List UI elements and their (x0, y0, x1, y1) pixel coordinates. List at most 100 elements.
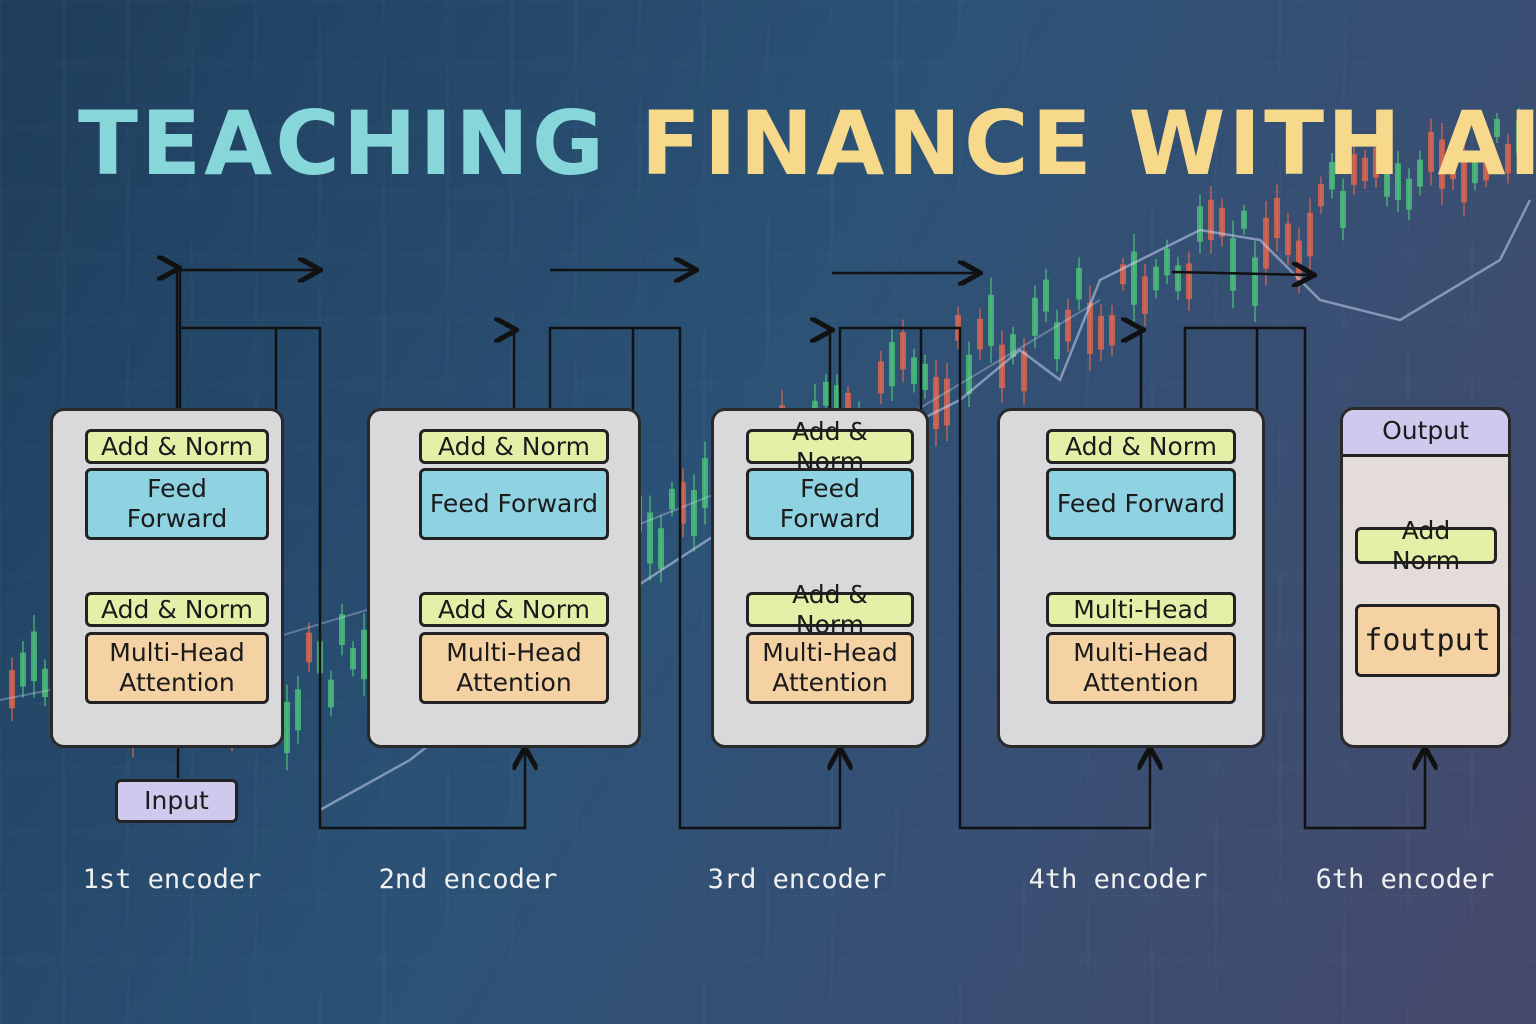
connector (548, 326, 840, 830)
title: TEACHING FINANCE WITH AI (78, 92, 1536, 195)
candle (1505, 144, 1511, 174)
candle (834, 385, 840, 418)
candle (1362, 157, 1368, 182)
candle (691, 489, 697, 537)
candle (1131, 251, 1137, 305)
candle (1340, 190, 1346, 228)
connector (178, 270, 318, 408)
candle (1230, 238, 1236, 291)
candle (1516, 119, 1522, 154)
encoder-label: 4th encoder (1028, 864, 1208, 895)
block: Add & Norm (746, 417, 914, 476)
candle (1252, 257, 1258, 306)
connector (180, 326, 525, 830)
block: Multi-Head Attention (1046, 632, 1236, 704)
candle (1318, 184, 1324, 207)
candle (933, 376, 939, 430)
block: Multi-Head Attention (746, 632, 914, 704)
encoder-label: 2nd encoder (378, 864, 558, 895)
candle (1329, 162, 1335, 190)
candle (1164, 248, 1170, 276)
output-box: Output Add Norm foutput (1340, 407, 1511, 748)
candle (295, 689, 301, 731)
block: Add & Norm (85, 429, 269, 464)
candle (1395, 163, 1401, 200)
candle (911, 357, 917, 384)
candle (1373, 147, 1379, 178)
title-part: TEACHING (78, 92, 608, 195)
candle (977, 318, 983, 350)
candle (361, 629, 367, 680)
candle (889, 342, 895, 387)
candle (1428, 131, 1434, 173)
block: foutput (1355, 604, 1500, 677)
input-box: Input (115, 779, 238, 823)
candle (1021, 351, 1027, 392)
candle (680, 482, 686, 524)
candle (669, 488, 675, 510)
block: Add & Norm (1046, 429, 1236, 464)
candle (1010, 334, 1016, 358)
candle (1417, 159, 1423, 187)
connector (1171, 272, 1312, 275)
block: Multi-Head Attention (419, 632, 609, 704)
candle (339, 614, 345, 646)
candle (42, 668, 48, 697)
candle (922, 363, 928, 391)
block: Feed Forward (746, 468, 914, 540)
candle (1142, 276, 1148, 314)
candle (1241, 210, 1247, 229)
block: Add & Norm (746, 580, 914, 639)
connector (838, 326, 1150, 830)
block: Feed Forward (85, 468, 269, 540)
candle (1351, 154, 1357, 185)
block: Multi-Head (1046, 592, 1236, 627)
connector (1183, 326, 1425, 830)
title-part: FINANCE WITH AI (640, 92, 1536, 195)
block: Feed Forward (1046, 468, 1236, 540)
candle (1285, 223, 1291, 255)
candle (878, 361, 884, 394)
candle (702, 458, 708, 508)
candle (9, 670, 15, 709)
candle (1043, 279, 1049, 312)
encoder-label: 1st encoder (82, 864, 262, 895)
candle (966, 354, 972, 394)
candle (1494, 118, 1500, 137)
candle (328, 679, 334, 708)
candle (1208, 199, 1214, 241)
candle (1109, 315, 1115, 346)
candle (1263, 217, 1269, 269)
candle (20, 652, 26, 687)
candle (1076, 267, 1082, 300)
candle (1153, 266, 1159, 291)
block: Multi-Head Attention (85, 632, 269, 704)
candle (306, 632, 312, 663)
candle (658, 528, 664, 570)
candle (988, 294, 994, 346)
candle (350, 648, 356, 670)
candle (1307, 212, 1313, 257)
candle (1186, 263, 1192, 300)
candle (1439, 139, 1445, 189)
candle (1483, 159, 1489, 181)
block: Add Norm (1355, 516, 1497, 575)
candle (1120, 264, 1126, 285)
candle (845, 392, 851, 412)
output-title: Output (1343, 410, 1508, 457)
block: Add & Norm (85, 592, 269, 627)
candle (1450, 145, 1456, 180)
encoder-box: Add & Norm Feed Forward Multi-Head Multi-He… (997, 408, 1265, 748)
candle (944, 378, 950, 426)
block: Add & Norm (419, 592, 609, 627)
candle (1472, 161, 1478, 184)
candle (1032, 297, 1038, 336)
block: Feed Forward (419, 468, 609, 540)
candle (1197, 206, 1203, 242)
encoder-box: Add & Norm Feed Forward Add & Norm Multi-He… (50, 408, 284, 748)
block: Add & Norm (419, 429, 609, 464)
candle (823, 381, 829, 406)
encoder-box: Add & Norm Feed Forward Add & Norm Multi-He… (711, 408, 929, 748)
candle (1175, 265, 1181, 292)
